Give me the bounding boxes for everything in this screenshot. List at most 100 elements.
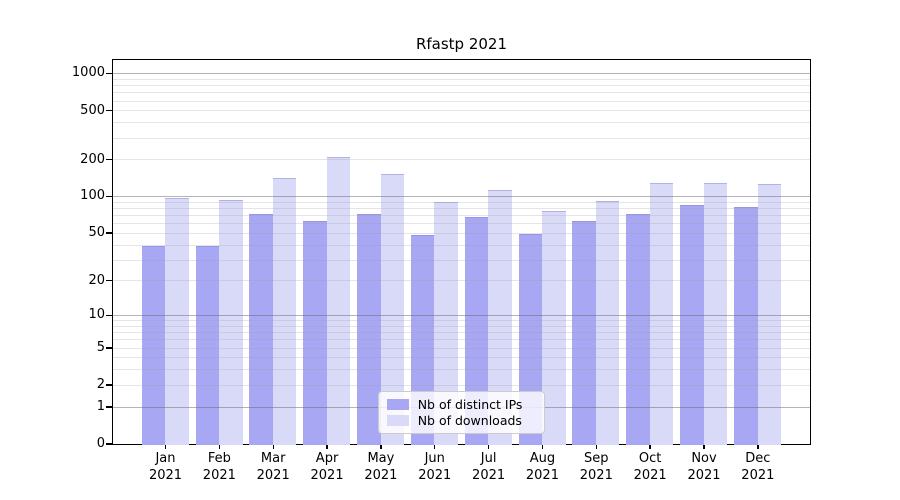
bar-nb-of-downloads-apr (326, 156, 351, 445)
minor-gridline-2 (112, 384, 810, 386)
minor-gridline-6 (112, 339, 810, 341)
bar-nb-of-downloads-feb (219, 200, 243, 445)
legend-item-nb-of-downloads: Nb of downloads (386, 412, 536, 428)
bar-nb-of-distinct-ips-dec (734, 206, 758, 445)
x-tick-mark-mar (272, 444, 274, 449)
y-tick-label-200: 200 (80, 151, 105, 167)
minor-gridline-700 (112, 92, 810, 94)
bar-nb-of-distinct-ips-nov (680, 204, 704, 445)
minor-gridline-20 (112, 280, 810, 282)
y-tick-mark-10 (106, 314, 112, 317)
bar-nb-of-distinct-ips-apr (303, 221, 327, 445)
x-tick-label-mar: Mar 2021 (256, 451, 290, 483)
bar-nb-of-distinct-ips-feb (195, 245, 220, 445)
x-tick-mark-jul (487, 444, 490, 449)
legend-swatch-nb-of-distinct-ips (386, 398, 409, 410)
minor-gridline-800 (112, 85, 810, 87)
bar-nb-of-downloads-aug (542, 210, 566, 445)
y-tick-mark-2 (106, 384, 112, 386)
x-tick-label-may: May 2021 (364, 451, 398, 483)
y-tick-mark-20 (106, 280, 112, 282)
minor-gridline-900 (112, 78, 810, 80)
major-gridline-10 (112, 315, 810, 317)
legend-swatch-nb-of-downloads (386, 414, 409, 426)
minor-gridline-60 (112, 223, 810, 225)
minor-gridline-200 (112, 159, 810, 161)
x-tick-mark-nov (703, 444, 705, 449)
legend: Nb of distinct IPs Nb of downloads (377, 390, 545, 434)
x-tick-label-jul: Jul 2021 (472, 451, 506, 483)
x-tick-mark-oct (649, 444, 651, 449)
x-tick-label-dec: Dec 2021 (741, 451, 775, 483)
y-tick-mark-50 (106, 232, 112, 234)
bar-nb-of-downloads-may (380, 174, 405, 445)
legend-label-nb-of-distinct-ips: Nb of distinct IPs (417, 396, 523, 412)
y-tick-label-1000: 1000 (71, 65, 105, 81)
x-tick-label-jun: Jun 2021 (418, 451, 452, 483)
minor-gridline-400 (112, 122, 810, 124)
bar-nb-of-downloads-mar (272, 178, 297, 445)
bar-nb-of-downloads-sep (595, 200, 620, 445)
x-tick-label-apr: Apr 2021 (310, 451, 344, 483)
y-tick-mark-1 (106, 406, 112, 408)
minor-gridline-7 (112, 332, 810, 334)
bar-nb-of-distinct-ips-may (357, 214, 381, 445)
minor-gridline-30 (112, 259, 810, 261)
bar-nb-of-distinct-ips-sep (572, 221, 596, 445)
minor-gridline-500 (112, 110, 810, 112)
y-tick-mark-100 (106, 195, 112, 198)
y-tick-mark-1000 (106, 72, 112, 75)
minor-gridline-8 (112, 325, 810, 327)
major-gridline-1000 (112, 73, 810, 75)
legend-label-nb-of-downloads: Nb of downloads (417, 412, 522, 428)
bar-nb-of-distinct-ips-oct (626, 213, 650, 445)
minor-gridline-80 (112, 208, 810, 209)
bar-nb-of-distinct-ips-jul (464, 216, 489, 445)
bar-nb-of-downloads-jan (165, 197, 189, 445)
x-tick-mark-jun (434, 444, 436, 449)
bar-nb-of-distinct-ips-mar (249, 213, 273, 445)
x-tick-label-jan: Jan 2021 (148, 451, 183, 483)
x-tick-mark-apr (326, 444, 328, 449)
x-tick-label-oct: Oct 2021 (633, 451, 667, 483)
bar-nb-of-downloads-oct (649, 183, 674, 445)
chart-title: Rfastp 2021 (415, 35, 508, 53)
minor-gridline-4 (112, 357, 810, 359)
minor-gridline-3 (112, 369, 810, 371)
bar-nb-of-downloads-jun (434, 202, 458, 445)
x-tick-label-sep: Sep 2021 (579, 451, 613, 483)
y-tick-label-1: 1 (96, 398, 105, 414)
x-tick-mark-jan (164, 444, 167, 449)
x-tick-mark-aug (541, 444, 544, 449)
y-tick-label-500: 500 (80, 102, 105, 118)
y-tick-label-100: 100 (80, 188, 105, 204)
gridlines-layer (112, 60, 810, 444)
y-tick-mark-500 (106, 109, 112, 112)
minor-gridline-90 (112, 201, 810, 203)
bar-nb-of-downloads-nov (703, 183, 728, 445)
minor-gridline-5 (112, 347, 810, 349)
minor-gridline-300 (112, 137, 810, 139)
y-tick-mark-200 (106, 158, 112, 161)
bar-nb-of-distinct-ips-jan (141, 245, 166, 445)
y-tick-label-10: 10 (88, 307, 105, 323)
x-tick-label-aug: Aug 2021 (525, 451, 559, 483)
major-gridline-100 (112, 196, 810, 198)
x-tick-mark-sep (595, 444, 597, 449)
minor-gridline-40 (112, 244, 810, 246)
y-tick-label-50: 50 (88, 225, 105, 241)
y-tick-label-20: 20 (88, 272, 105, 288)
x-tick-mark-dec (757, 444, 759, 449)
x-tick-label-feb: Feb 2021 (202, 451, 236, 483)
x-tick-mark-feb (218, 444, 221, 449)
plot-area: Nb of distinct IPs Nb of downloads (111, 58, 811, 445)
x-tick-label-nov: Nov 2021 (687, 451, 721, 483)
minor-gridline-9 (112, 320, 810, 322)
y-tick-mark-5 (106, 347, 112, 349)
minor-gridline-50 (112, 232, 810, 234)
y-tick-mark-0 (106, 443, 112, 445)
minor-gridline-70 (112, 215, 810, 217)
bar-nb-of-downloads-jul (488, 189, 512, 445)
legend-item-nb-of-distinct-ips: Nb of distinct IPs (386, 396, 536, 412)
